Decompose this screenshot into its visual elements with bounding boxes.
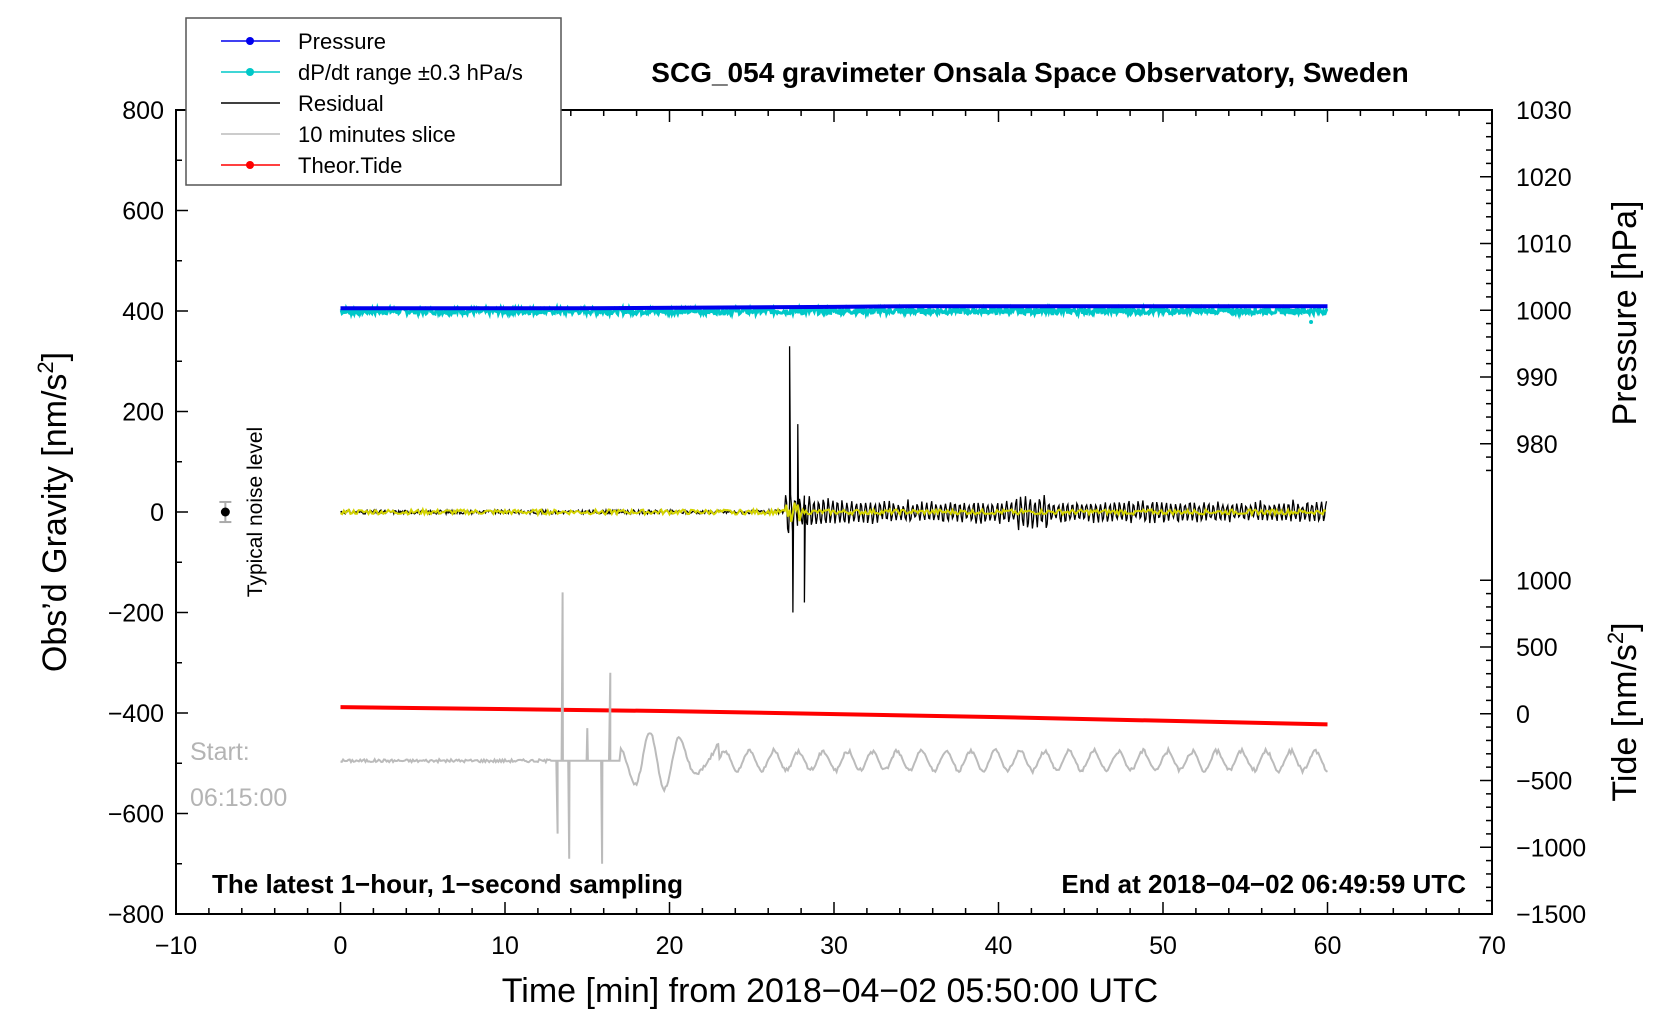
end-time-note: End at 2018−04−02 06:49:59 UTC (1061, 869, 1466, 899)
series-residual-filtered (339, 502, 1327, 523)
pressure-tick-label: 1030 (1516, 97, 1572, 125)
tide-axis-label: Tide [nm/s2] (1603, 622, 1644, 801)
x-tick-label: 20 (656, 932, 684, 960)
series-residual (340, 346, 1328, 613)
x-tick-label: 10 (491, 932, 519, 960)
y-tick-label: 200 (122, 399, 164, 427)
y-tick-label: −800 (108, 901, 164, 929)
chart-title: SCG_054 gravimeter Onsala Space Observat… (651, 57, 1408, 88)
tide-axis-label-main: Tide [nm/s (1606, 644, 1644, 801)
y-axis-gravity: 800 600 400 200 0 −200 −400 −600 −800 (108, 97, 188, 929)
y-tick-label: 400 (122, 298, 164, 326)
series-dpdt (339, 302, 1329, 320)
tide-tick-label: −1000 (1516, 834, 1586, 862)
y-tick-label: −400 (108, 700, 164, 728)
y-axis-label: Obs’d Gravity [nm/s2] (33, 352, 74, 672)
dpdt-outlier (1309, 320, 1314, 325)
tide-tick-label: 1000 (1516, 567, 1572, 595)
tide-tick-label: −1500 (1516, 901, 1586, 929)
legend-label: Residual (298, 91, 384, 116)
tide-tick-label: 500 (1516, 634, 1558, 662)
pressure-tick-label: 990 (1516, 364, 1558, 392)
legend-label: Pressure (298, 29, 386, 54)
x-tick-label: 0 (334, 932, 348, 960)
y-axis-tide: 1000 500 0 −500 −1000 −1500 (1480, 567, 1586, 929)
series-pressure (340, 304, 1328, 311)
legend-label: 10 minutes slice (298, 122, 456, 147)
tide-tick-label: −500 (1516, 768, 1572, 796)
tide-axis-label-end: ] (1606, 622, 1644, 631)
x-axis: −10 0 10 20 30 40 50 60 70 (155, 902, 1506, 960)
x-axis-label: Time [min] from 2018−04−02 05:50:00 UTC (502, 972, 1158, 1010)
tide-axis-label-sup: 2 (1603, 632, 1628, 644)
legend-marker (246, 161, 254, 169)
legend-label: dP/dt range ±0.3 hPa/s (298, 60, 523, 85)
x-tick-label: 40 (985, 932, 1013, 960)
start-time: 06:15:00 (190, 784, 287, 812)
pressure-tick-label: 1010 (1516, 231, 1572, 259)
pressure-tick-label: 980 (1516, 431, 1558, 459)
y-tick-label: 0 (150, 499, 164, 527)
typical-noise-label: Typical noise level (244, 427, 267, 597)
start-label: Start: (190, 738, 250, 766)
typical-noise-marker (219, 500, 232, 524)
y-tick-label: 600 (122, 198, 164, 226)
tide-tick-label: 0 (1516, 701, 1530, 729)
x-tick-label: −10 (155, 932, 197, 960)
pressure-tick-label: 1020 (1516, 164, 1572, 192)
series-theor-tide (340, 705, 1328, 727)
y-axis-label-end: ] (36, 352, 74, 361)
x-tick-label: 60 (1314, 932, 1342, 960)
x-tick-label: 50 (1149, 932, 1177, 960)
sampling-note: The latest 1−hour, 1−second sampling (212, 869, 683, 899)
y-axis-pressure: 1030 1020 1010 1000 990 980 (1480, 97, 1572, 472)
x-tick-label: 70 (1478, 932, 1506, 960)
x-tick-label: 30 (820, 932, 848, 960)
pressure-axis-label: Pressure [hPa] (1606, 201, 1644, 426)
series-10min-slice (340, 592, 1328, 864)
y-axis-label-main: Obs’d Gravity [nm/s (36, 374, 74, 673)
y-tick-label: 800 (122, 97, 164, 125)
legend-label: Theor.Tide (298, 153, 402, 178)
series-layer (339, 302, 1329, 864)
y-tick-label: −200 (108, 600, 164, 628)
legend-marker (246, 37, 254, 45)
y-tick-label: −600 (108, 801, 164, 829)
noise-point (220, 507, 230, 517)
pressure-tick-label: 1000 (1516, 297, 1572, 325)
legend-marker (246, 68, 254, 76)
legend: Pressure dP/dt range ±0.3 hPa/s Residual 10… (185, 17, 562, 186)
legend-box (185, 17, 562, 186)
y-axis-label-sup: 2 (33, 361, 58, 373)
